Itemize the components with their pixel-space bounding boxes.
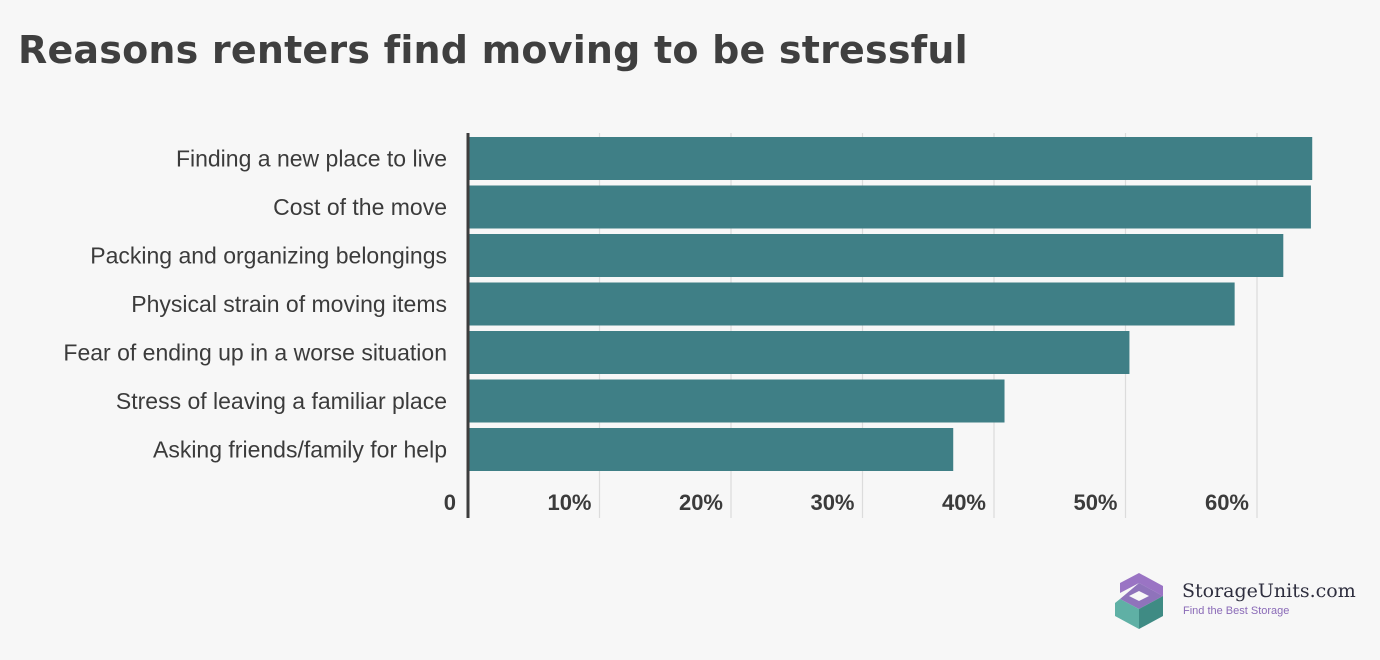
- category-label: Stress of leaving a familiar place: [116, 388, 447, 414]
- bar: [469, 428, 954, 471]
- category-label: Finding a new place to live: [176, 146, 447, 172]
- bar: [469, 234, 1284, 277]
- category-label: Cost of the move: [273, 194, 447, 220]
- brand-name: StorageUnits.com: [1182, 580, 1356, 602]
- x-tick-label: 10%: [547, 490, 591, 515]
- bar: [469, 137, 1313, 180]
- category-labels: Finding a new place to live Cost of the m…: [63, 146, 447, 463]
- x-tick-label: 30%: [810, 490, 854, 515]
- category-label: Physical strain of moving items: [131, 291, 447, 317]
- category-label: Packing and organizing belongings: [90, 243, 447, 269]
- brand-tagline: Find the Best Storage: [1183, 605, 1290, 617]
- x-tick-label: 40%: [942, 490, 986, 515]
- hexagon-logo-icon: [1115, 573, 1163, 629]
- x-tick-label: 20%: [679, 490, 723, 515]
- bar: [469, 185, 1311, 229]
- x-tick-labels: 0 10% 20% 30% 40% 50% 60%: [444, 490, 1249, 515]
- x-tick-label: 0: [444, 490, 456, 515]
- x-tick-label: 50%: [1073, 490, 1117, 515]
- category-label: Asking friends/family for help: [153, 437, 447, 463]
- brand-logo: StorageUnits.com Find the Best Storage: [1112, 570, 1362, 632]
- x-tick-label: 60%: [1205, 490, 1249, 515]
- bar: [469, 282, 1235, 326]
- category-label: Fear of ending up in a worse situation: [63, 340, 447, 366]
- bar: [469, 379, 1005, 423]
- bars: [469, 137, 1313, 471]
- chart-title: Reasons renters find moving to be stress…: [18, 28, 968, 72]
- bar: [469, 331, 1130, 374]
